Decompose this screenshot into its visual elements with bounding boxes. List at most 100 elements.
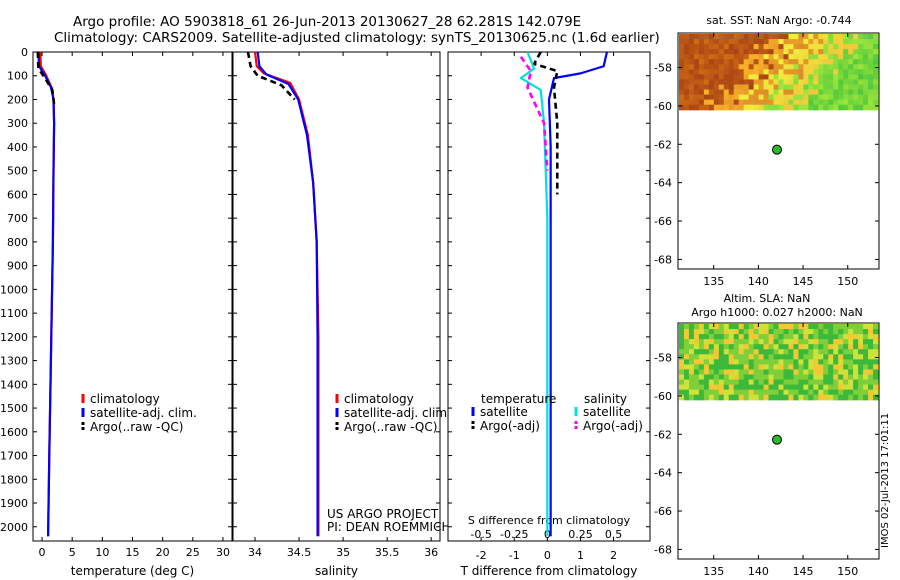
heatmap-cell [838,69,844,75]
heatmap-cell [679,44,685,50]
heatmap-cell [748,84,755,91]
heatmap-cell [738,84,745,91]
heatmap-cell [863,344,869,350]
heatmap-cell [708,349,715,355]
heatmap-cell [703,69,710,75]
heatmap-cell [873,374,879,381]
heatmap-cell [753,94,760,101]
heatmap-cell [818,64,824,70]
heatmap-cell [808,59,814,65]
heatmap-cell [693,79,700,86]
heatmap-cell [728,344,735,350]
heatmap-cell [703,394,710,401]
heatmap-cell [868,39,874,45]
heatmap-cell [723,39,730,45]
heatmap-cell [718,354,725,360]
heatmap-cell [863,389,869,396]
heatmap-cell [853,339,859,345]
heatmap-cell [763,374,770,381]
heatmap-cell [828,39,834,45]
heatmap-cell [728,54,735,60]
sla-map-panel: -58 -60 -62 -64 -66 -68 135 140 145 150 [654,322,880,578]
heatmap-cell [868,79,874,86]
heatmap-cell [728,34,735,40]
heatmap-cell [813,44,819,50]
heatmap-cell [838,394,844,401]
heatmap-cell [679,374,685,381]
heatmap-cell [853,49,859,55]
legend-label: satellite [480,405,528,419]
heatmap-cell [743,49,750,55]
heatmap-cell [863,89,869,96]
heatmap-cell [718,344,725,350]
heatmap-cell [863,84,869,91]
heatmap-cell [803,104,809,111]
heatmap-cell [728,64,735,70]
heatmap-cell [803,89,809,96]
heatmap-cell [728,329,735,335]
heatmap-cell [858,74,864,81]
heatmap-cell [813,34,819,40]
heatmap-cell [753,89,760,96]
heatmap-cell [868,44,874,50]
heatmap-cell [823,104,829,111]
heatmap-cell [743,89,750,96]
heatmap-cell [713,344,720,350]
heatmap-cell [793,329,799,335]
heatmap-cell [733,359,740,365]
heatmap-cell [868,99,874,106]
heatmap-cell [723,54,730,60]
heatmap-cell [753,59,760,65]
heatmap-cell [858,44,864,50]
heatmap-cell [713,339,720,345]
heatmap-cell [683,349,690,355]
heatmap-cell [803,324,809,330]
heatmap-cell [783,344,790,350]
heatmap-cell [803,339,809,345]
heatmap-cell [788,354,795,360]
heatmap-cell [688,394,695,401]
heatmap-cell [733,384,740,391]
y-tick-label: 0 [21,46,28,59]
heatmap-cell [733,44,740,50]
heatmap-cell [858,79,864,86]
series-line [37,51,56,537]
heatmap-cell [858,99,864,106]
heatmap-cell [733,69,740,75]
heatmap-cell [713,369,720,376]
heatmap-cell [733,89,740,96]
heatmap-cell [823,54,829,60]
heatmap-cell [853,384,859,391]
heatmap-cell [848,74,854,81]
heatmap-cell [703,44,710,50]
heatmap-cell [823,384,829,391]
heatmap-cell [823,64,829,70]
heatmap-cell [763,49,770,55]
heatmap-cell [703,349,710,355]
heatmap-cell [683,374,690,381]
heatmap-cell [693,99,700,106]
heatmap-cell [743,369,750,376]
y-tick-label: -64 [654,467,672,480]
heatmap-cell [848,84,854,91]
heatmap-cell [848,49,854,55]
heatmap-cell [753,379,760,386]
heatmap-cell [873,74,879,81]
heatmap-cell [828,59,834,65]
heatmap-cell [853,59,859,65]
heatmap-cell [838,44,844,50]
series-line [547,51,609,537]
heatmap-cell [818,324,824,330]
heatmap-cell [743,69,750,75]
heatmap-cell [838,99,844,106]
heatmap-cell [863,99,869,106]
heatmap-cell [853,104,859,111]
heatmap-cell [838,339,844,345]
heatmap-cell [813,359,819,365]
heatmap-cell [783,369,790,376]
heatmap-cell [783,74,790,81]
sst-map-panel: -58 -60 -62 -64 -66 -68 135 140 145 150 [654,32,880,288]
x-tick-label: 145 [793,565,814,578]
heatmap-cell [868,74,874,81]
